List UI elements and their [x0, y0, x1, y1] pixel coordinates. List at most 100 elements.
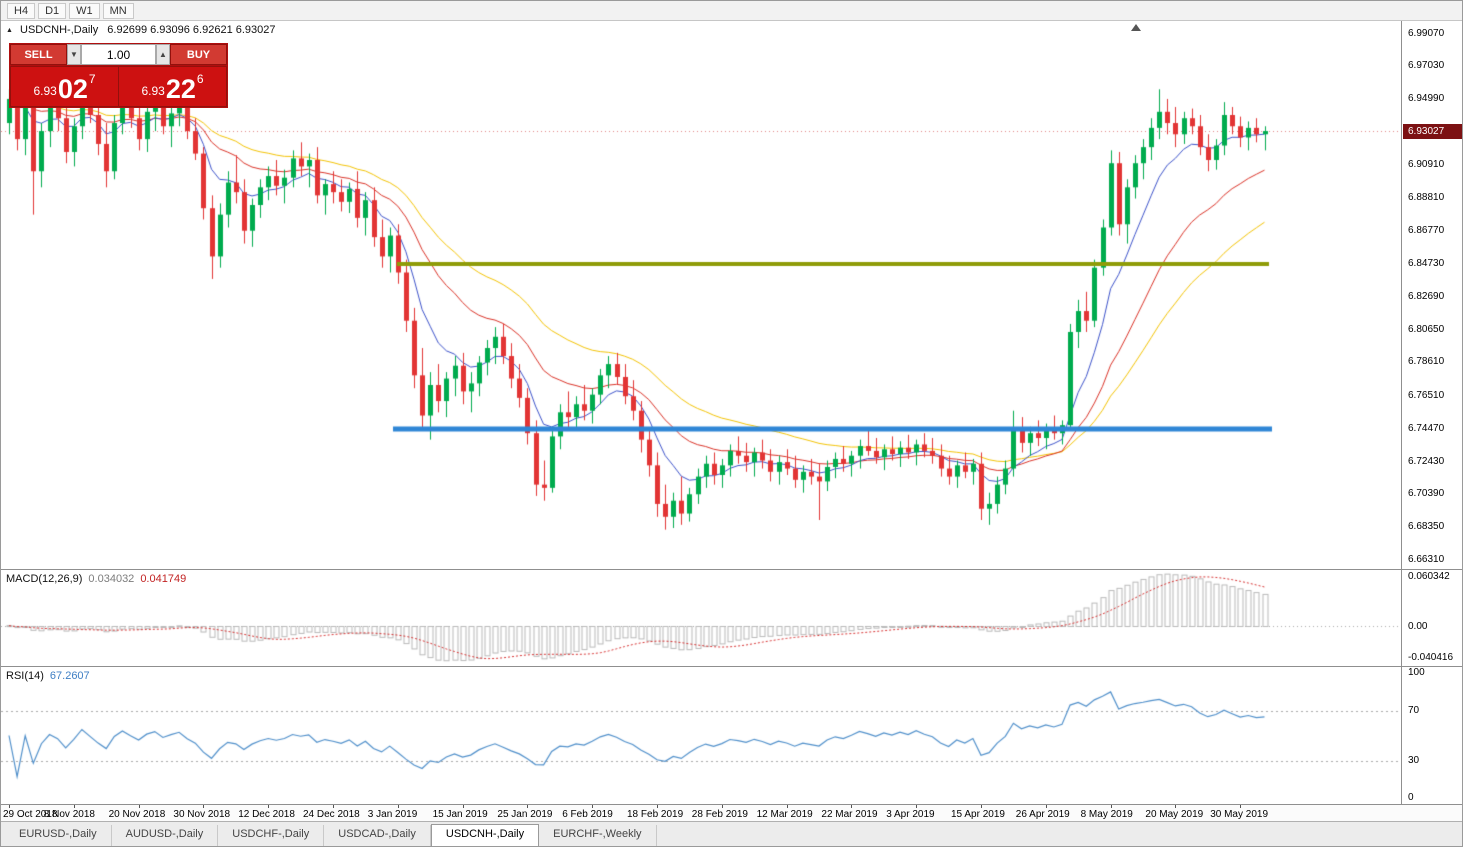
- price-scale-label: 6.76510: [1408, 390, 1445, 402]
- time-scale-label: 3 Apr 2019: [886, 809, 935, 820]
- rsi-chart-area[interactable]: RSI(14) 67.2607: [1, 667, 1401, 804]
- chart-shift-marker-icon: [1131, 24, 1141, 31]
- time-scale-tick: [916, 805, 917, 808]
- time-scale-tick: [463, 805, 464, 808]
- time-scale-tick: [1240, 805, 1241, 808]
- candlestick-chart-canvas[interactable]: [1, 21, 1401, 569]
- chart-symbol-label: USDCNH-,Daily: [20, 24, 99, 36]
- time-scale-tick: [787, 805, 788, 808]
- time-scale[interactable]: 29 Oct 2018 8 Nov 2018 20 Nov 2018 30 Nov 2…: [1, 804, 1462, 822]
- time-scale-label: 20 May 2019: [1145, 809, 1204, 820]
- price-scale-label: 6.78610: [1408, 356, 1445, 368]
- time-scale-tick: [398, 805, 399, 808]
- chart-tab-usdcnh-daily[interactable]: USDCNH-,Daily: [430, 824, 540, 846]
- time-scale-tick: [592, 805, 593, 808]
- time-scale-label: 8 May 2019: [1080, 809, 1133, 820]
- panel-splitter[interactable]: [1, 666, 1462, 667]
- time-scale-label: 30 May 2019: [1210, 809, 1269, 820]
- price-scale-label: 6.84730: [1408, 257, 1445, 269]
- rsi-label: RSI(14) 67.2607: [6, 670, 90, 682]
- volume-decrease-button[interactable]: ▼: [67, 44, 81, 65]
- time-scale-label: 12 Mar 2019: [756, 809, 813, 820]
- time-scale-label: 15 Apr 2019: [951, 809, 1005, 820]
- time-scale-label: 15 Jan 2019: [432, 809, 488, 820]
- macd-chart-area[interactable]: MACD(12,26,9) 0.034032 0.041749: [1, 570, 1401, 666]
- chart-tab-eurusd-daily[interactable]: EURUSD-,Daily: [5, 825, 112, 846]
- chart-tab-bar: EURUSD-,Daily AUDUSD-,Daily USDCHF-,Daily U…: [1, 821, 1462, 846]
- one-click-collapse-icon[interactable]: ▲: [6, 26, 13, 34]
- time-scale-label: 6 Feb 2019: [562, 809, 613, 820]
- time-scale-label: 12 Dec 2018: [238, 809, 295, 820]
- price-scale-label: 6.80650: [1408, 323, 1445, 335]
- macd-main-value: 0.034032: [88, 573, 135, 585]
- rsi-scale-label: 0: [1408, 792, 1414, 803]
- buy-price-display[interactable]: 6.93 22 6: [141, 72, 204, 105]
- price-scale-label: 6.82690: [1408, 290, 1445, 302]
- time-scale-label: 8 Nov 2018: [43, 809, 95, 820]
- price-scale-label: 6.88810: [1408, 192, 1445, 204]
- time-scale-tick: [139, 805, 140, 808]
- chart-tab-eurchf-weekly[interactable]: EURCHF-,Weekly: [539, 825, 657, 846]
- time-scale-label: 28 Feb 2019: [691, 809, 748, 820]
- time-scale-tick: [1111, 805, 1112, 808]
- price-scale-label: 6.70390: [1408, 488, 1445, 500]
- timeframe-button-d1[interactable]: D1: [38, 2, 67, 19]
- price-scale-label: 6.94990: [1408, 93, 1445, 105]
- rsi-scale-label: 30: [1408, 754, 1420, 766]
- price-scale-label: 6.68350: [1408, 521, 1445, 533]
- time-scale-tick: [268, 805, 269, 808]
- time-scale-label: 3 Jan 2019: [367, 809, 418, 820]
- time-scale-tick: [722, 805, 723, 808]
- macd-signal-value: 0.041749: [140, 573, 187, 585]
- sell-price-display[interactable]: 6.93 02 7: [33, 72, 96, 105]
- timeframe-toolbar: H4 D1 W1 MN: [1, 1, 1462, 21]
- chart-tab-usdchf-daily[interactable]: USDCHF-,Daily: [218, 825, 325, 846]
- sell-button[interactable]: SELL: [10, 44, 67, 65]
- rsi-scale-label: 100: [1408, 667, 1425, 678]
- panel-splitter[interactable]: [1, 569, 1462, 570]
- price-divider: [118, 67, 119, 106]
- buy-button[interactable]: BUY: [170, 44, 227, 65]
- macd-scale-zero: 0.00: [1408, 620, 1428, 632]
- time-scale-label: 22 Mar 2019: [821, 809, 878, 820]
- time-scale-tick: [851, 805, 852, 808]
- time-scale-tick: [1046, 805, 1047, 808]
- main-chart-panel: ▲ USDCNH-,Daily 6.92699 6.93096 6.92621 …: [1, 21, 1462, 569]
- price-chart-area[interactable]: ▲ USDCNH-,Daily 6.92699 6.93096 6.92621 …: [1, 21, 1401, 569]
- macd-label: MACD(12,26,9) 0.034032 0.041749: [6, 573, 187, 585]
- time-scale-tick: [527, 805, 528, 808]
- time-scale-label: 18 Feb 2019: [627, 809, 684, 820]
- price-scale-label: 6.74470: [1408, 422, 1445, 434]
- rsi-scale-label: 70: [1408, 704, 1420, 716]
- price-scale-label: 6.97030: [1408, 60, 1445, 72]
- rsi-scale[interactable]: 100 70 30 0: [1401, 667, 1462, 804]
- price-scale-label: 6.72430: [1408, 455, 1445, 467]
- time-scale-label: 25 Jan 2019: [497, 809, 553, 820]
- price-scale-label: 6.86770: [1408, 225, 1445, 237]
- time-scale-tick: [1175, 805, 1176, 808]
- chart-tab-usdcad-daily[interactable]: USDCAD-,Daily: [324, 825, 431, 846]
- price-scale[interactable]: 6.990706.970306.949906.929506.909106.888…: [1401, 21, 1462, 569]
- current-price-tag: 6.93027: [1403, 123, 1462, 139]
- volume-input[interactable]: [81, 44, 156, 65]
- time-scale-tick: [9, 805, 10, 808]
- timeframe-button-h4[interactable]: H4: [7, 2, 36, 19]
- time-scale-label: 30 Nov 2018: [173, 809, 231, 820]
- macd-canvas[interactable]: [1, 570, 1401, 666]
- time-scale-tick: [74, 805, 75, 808]
- time-scale-tick: [657, 805, 658, 808]
- chart-title: ▲ USDCNH-,Daily 6.92699 6.93096 6.92621 …: [6, 24, 276, 36]
- rsi-canvas[interactable]: [1, 667, 1401, 804]
- volume-increase-button[interactable]: ▲: [156, 44, 170, 65]
- time-scale-label: 24 Dec 2018: [303, 809, 360, 820]
- price-scale-label: 6.99070: [1408, 27, 1445, 39]
- chart-tab-audusd-daily[interactable]: AUDUSD-,Daily: [112, 825, 219, 846]
- macd-scale[interactable]: 0.060342 0.00 -0.040416: [1401, 570, 1462, 666]
- price-scale-label: 6.90910: [1408, 158, 1445, 170]
- timeframe-button-w1[interactable]: W1: [69, 2, 100, 19]
- timeframe-button-mn[interactable]: MN: [102, 2, 134, 19]
- time-scale-label: 20 Nov 2018: [108, 809, 166, 820]
- macd-scale-top: 0.060342: [1408, 571, 1450, 582]
